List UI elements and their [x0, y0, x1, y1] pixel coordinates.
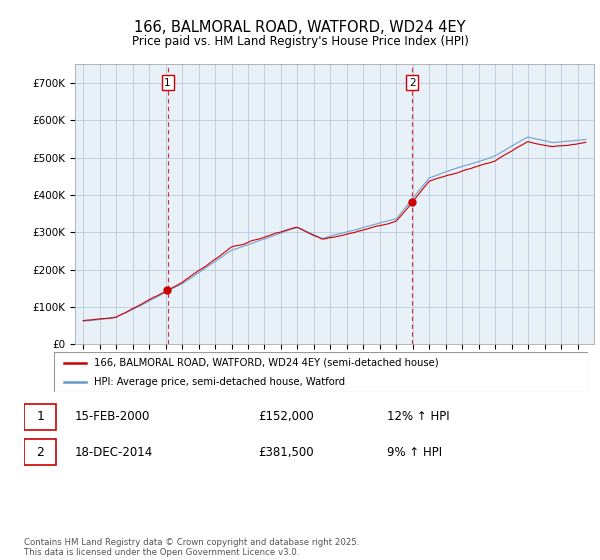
Text: Price paid vs. HM Land Registry's House Price Index (HPI): Price paid vs. HM Land Registry's House … [131, 35, 469, 48]
Text: 2: 2 [409, 78, 415, 87]
Text: 166, BALMORAL ROAD, WATFORD, WD24 4EY: 166, BALMORAL ROAD, WATFORD, WD24 4EY [134, 20, 466, 35]
Text: 1: 1 [36, 410, 44, 423]
Text: £152,000: £152,000 [259, 410, 314, 423]
Bar [24, 439, 56, 465]
Text: £381,500: £381,500 [259, 446, 314, 459]
Text: 1: 1 [164, 78, 171, 87]
Text: 166, BALMORAL ROAD, WATFORD, WD24 4EY (semi-detached house): 166, BALMORAL ROAD, WATFORD, WD24 4EY (s… [94, 358, 439, 368]
Text: Contains HM Land Registry data © Crown copyright and database right 2025.
This d: Contains HM Land Registry data © Crown c… [24, 538, 359, 557]
Text: 15-FEB-2000: 15-FEB-2000 [74, 410, 149, 423]
Text: 18-DEC-2014: 18-DEC-2014 [74, 446, 152, 459]
Text: 9% ↑ HPI: 9% ↑ HPI [387, 446, 442, 459]
Bar [24, 404, 56, 430]
Text: 12% ↑ HPI: 12% ↑ HPI [387, 410, 449, 423]
Text: HPI: Average price, semi-detached house, Watford: HPI: Average price, semi-detached house,… [94, 377, 345, 387]
Text: 2: 2 [36, 446, 44, 459]
